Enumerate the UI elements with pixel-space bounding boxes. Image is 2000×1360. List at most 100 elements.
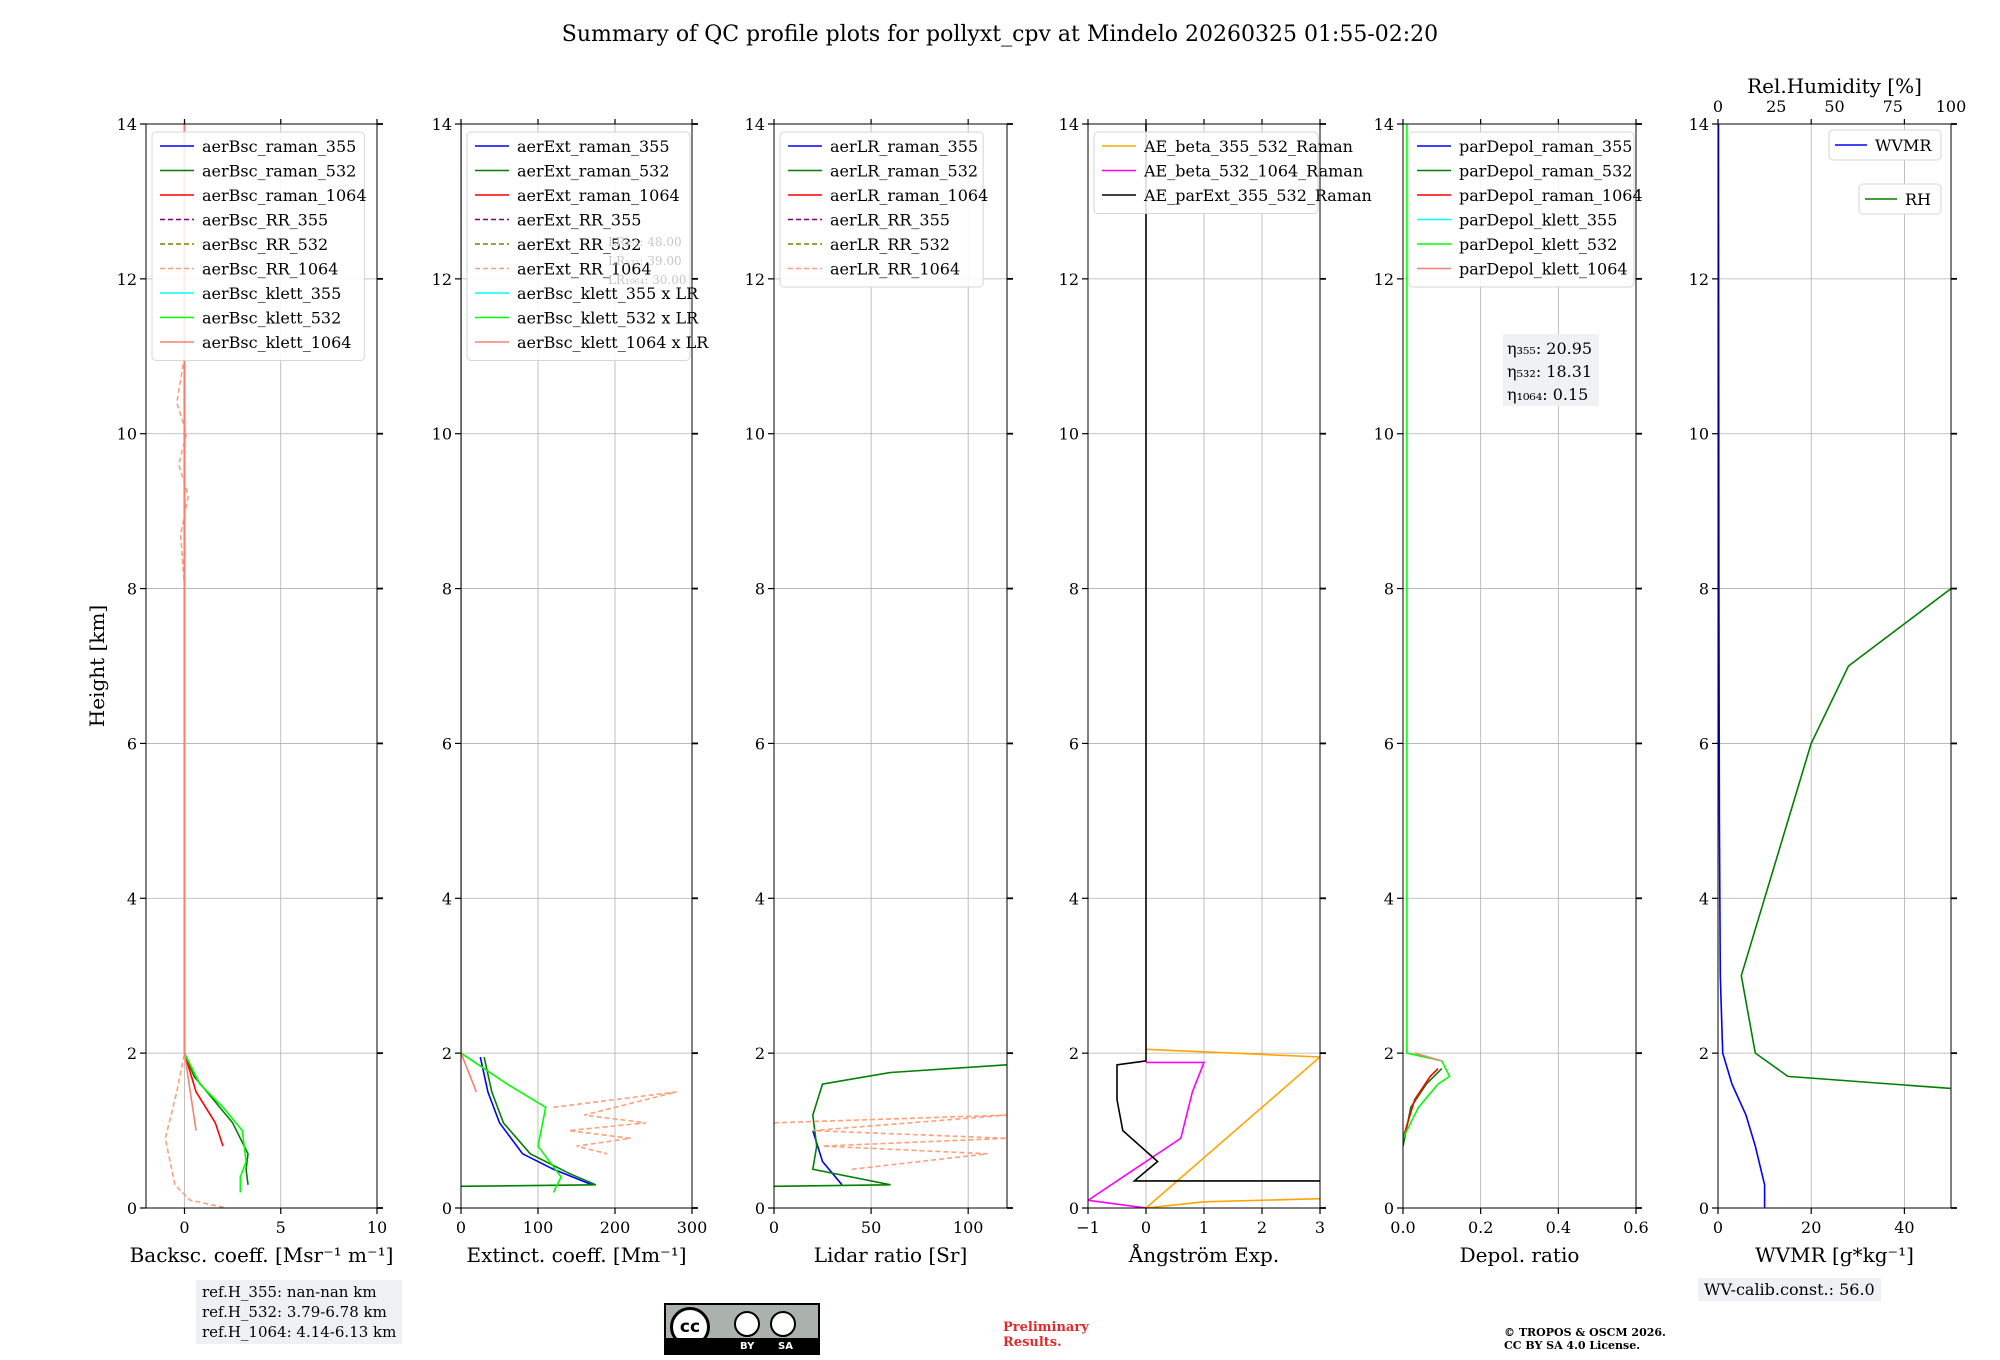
y-tick-label: 6 xyxy=(442,734,452,753)
series-line-aerBsc_klett_532-x-LR xyxy=(461,124,563,1193)
x-axis-label: Backsc. coeff. [Msr⁻¹ m⁻¹] xyxy=(130,1243,394,1267)
preliminary-line-2: Results. xyxy=(1003,1335,1062,1350)
series-line-aerLR_raman_355 xyxy=(812,1130,843,1186)
legend-label: aerBsc_klett_532 xyxy=(202,309,341,328)
legend-label: aerExt_raman_532 xyxy=(517,162,670,181)
top-x-tick-label: 75 xyxy=(1883,97,1903,116)
series-line-WVMR xyxy=(1718,124,1766,1208)
legend-label: aerBsc_RR_1064 xyxy=(202,260,338,279)
axes-frame xyxy=(1717,123,1952,1209)
y-tick-label: 2 xyxy=(755,1044,765,1063)
ref-height-532: ref.H_532: 3.79-6.78 km xyxy=(202,1303,387,1321)
x-tick-label: 300 xyxy=(677,1218,708,1237)
y-tick-label: 2 xyxy=(1384,1044,1394,1063)
legend-box xyxy=(779,131,984,288)
x-axis-label: Lidar ratio [Sr] xyxy=(814,1243,968,1267)
y-tick-label: 8 xyxy=(1699,580,1709,599)
panel-depol: 0 2 4 6 8 10 12 14 0.0 0.2 0.4 0.6 Depol. ratio parDe… xyxy=(1374,115,1649,1267)
x-tick-label: 1 xyxy=(1199,1218,1209,1237)
ref-height-1064: ref.H_1064: 4.14-6.13 km xyxy=(202,1323,397,1341)
y-tick-label: 10 xyxy=(745,425,765,444)
lidar-ratio-annotation: LR₁₀₆₄: 30.00 xyxy=(608,273,686,287)
y-tick-label: 2 xyxy=(442,1044,452,1063)
y-tick-label: 0 xyxy=(442,1199,452,1218)
legend-label: aerLR_RR_1064 xyxy=(830,260,960,279)
legend-label: aerBsc_RR_532 xyxy=(202,235,328,254)
y-axis-label: Height [km] xyxy=(85,605,109,727)
series-group xyxy=(1403,124,1451,1147)
series-line-aerBsc_klett_1064 xyxy=(183,124,197,1131)
y-tick-label: 14 xyxy=(1374,115,1394,134)
y-tick-label: 10 xyxy=(1059,425,1079,444)
x-tick-label: 100 xyxy=(523,1218,554,1237)
y-tick-label: 10 xyxy=(1374,425,1394,444)
legend-label: aerBsc_klett_355 x LR xyxy=(517,284,699,303)
y-tick-label: 12 xyxy=(1689,270,1709,289)
x-tick-label: 2 xyxy=(1257,1218,1267,1237)
y-tick-label: 4 xyxy=(755,889,765,908)
series-line-RH xyxy=(1740,587,1951,1090)
series-line-aerExt_raman_355 xyxy=(479,1056,593,1186)
legend-label: parDepol_raman_355 xyxy=(1459,137,1632,156)
y-tick-label: 4 xyxy=(442,889,452,908)
x-axis-label: Ångström Exp. xyxy=(1128,1242,1279,1267)
y-tick-label: 2 xyxy=(1069,1044,1079,1063)
series-line-aerBsc_raman_1064 xyxy=(183,1052,224,1147)
lidar-ratio-annotation: LR₃₅₅: 48.00 xyxy=(608,235,682,249)
series-group xyxy=(461,124,677,1193)
legend-box xyxy=(1093,131,1319,214)
axes-frame xyxy=(460,123,693,1209)
top-x-axis-label: Rel.Humidity [%] xyxy=(1747,74,1922,98)
top-x-tick-label: 0 xyxy=(1713,97,1723,116)
x-tick-label: 3 xyxy=(1315,1218,1325,1237)
series-group xyxy=(1088,124,1320,1208)
y-tick-label: 4 xyxy=(127,889,137,908)
preliminary-note: Preliminary Results. xyxy=(1003,1320,1089,1350)
legend-label: aerBsc_raman_532 xyxy=(202,162,356,181)
legend-label: parDepol_raman_532 xyxy=(1459,162,1632,181)
series-line-parDepol_klett_1064 xyxy=(1414,1052,1443,1062)
y-tick-label: 6 xyxy=(1699,734,1709,753)
y-tick-label: 6 xyxy=(755,734,765,753)
legend-box xyxy=(1408,131,1635,288)
legend-label: parDepol_klett_1064 xyxy=(1459,260,1628,279)
y-tick-label: 4 xyxy=(1069,889,1079,908)
legend-label: aerExt_RR_1064 xyxy=(517,260,652,279)
x-axis-label: WVMR [g*kg⁻¹] xyxy=(1755,1243,1914,1267)
calibration-factor: η₅₃₂: 18.31 xyxy=(1507,362,1592,381)
x-tick-label: 40 xyxy=(1894,1218,1914,1237)
cc-sa-label: SA xyxy=(778,1341,793,1352)
legend-label: aerBsc_raman_1064 xyxy=(202,186,367,205)
y-tick-label: 6 xyxy=(1069,734,1079,753)
top-x-tick-label: 100 xyxy=(1936,97,1967,116)
legend-label: aerBsc_klett_532 x LR xyxy=(517,309,699,328)
cc-license-bar: BY SA xyxy=(666,1338,818,1353)
y-tick-label: 8 xyxy=(442,580,452,599)
y-tick-label: 14 xyxy=(1689,115,1709,134)
legend-label: aerBsc_klett_1064 xyxy=(202,333,351,352)
panel-lr: 0 2 4 6 8 10 12 14 0 50 100 Lidar ratio [Sr] aerLR_r… xyxy=(745,115,1013,1267)
series-line-AE_beta_355_532_Raman xyxy=(1144,1048,1320,1208)
y-tick-label: 14 xyxy=(117,115,137,134)
legend-label: RH xyxy=(1905,190,1931,209)
ref-height-355: ref.H_355: nan-nan km xyxy=(202,1283,377,1301)
wv-calib-box: WV-calib.const.: 56.0 xyxy=(1698,1278,1881,1301)
series-group xyxy=(1718,124,1951,1208)
x-tick-label: 20 xyxy=(1801,1218,1821,1237)
x-tick-label: 0 xyxy=(456,1218,466,1237)
lidar-ratio-annotation: LR₅₃₂: 39.00 xyxy=(608,254,682,268)
legend-label: AE_beta_355_532_Raman xyxy=(1143,137,1353,156)
y-tick-label: 0 xyxy=(1069,1199,1079,1218)
cc-by-label: BY xyxy=(740,1341,755,1352)
y-tick-label: 0 xyxy=(1699,1199,1709,1218)
x-tick-label: 0.6 xyxy=(1623,1218,1648,1237)
series-line-aerBsc_klett_1064-x-LR xyxy=(461,1052,478,1093)
series-group xyxy=(774,1064,1007,1188)
series-line-aerExt_raman_532 xyxy=(461,1056,597,1188)
legend-box xyxy=(1828,129,1942,161)
legend-label: WVMR xyxy=(1875,136,1932,155)
legend-label: aerLR_raman_355 xyxy=(830,137,978,156)
y-tick-label: 4 xyxy=(1699,889,1709,908)
y-tick-label: 8 xyxy=(1384,580,1394,599)
